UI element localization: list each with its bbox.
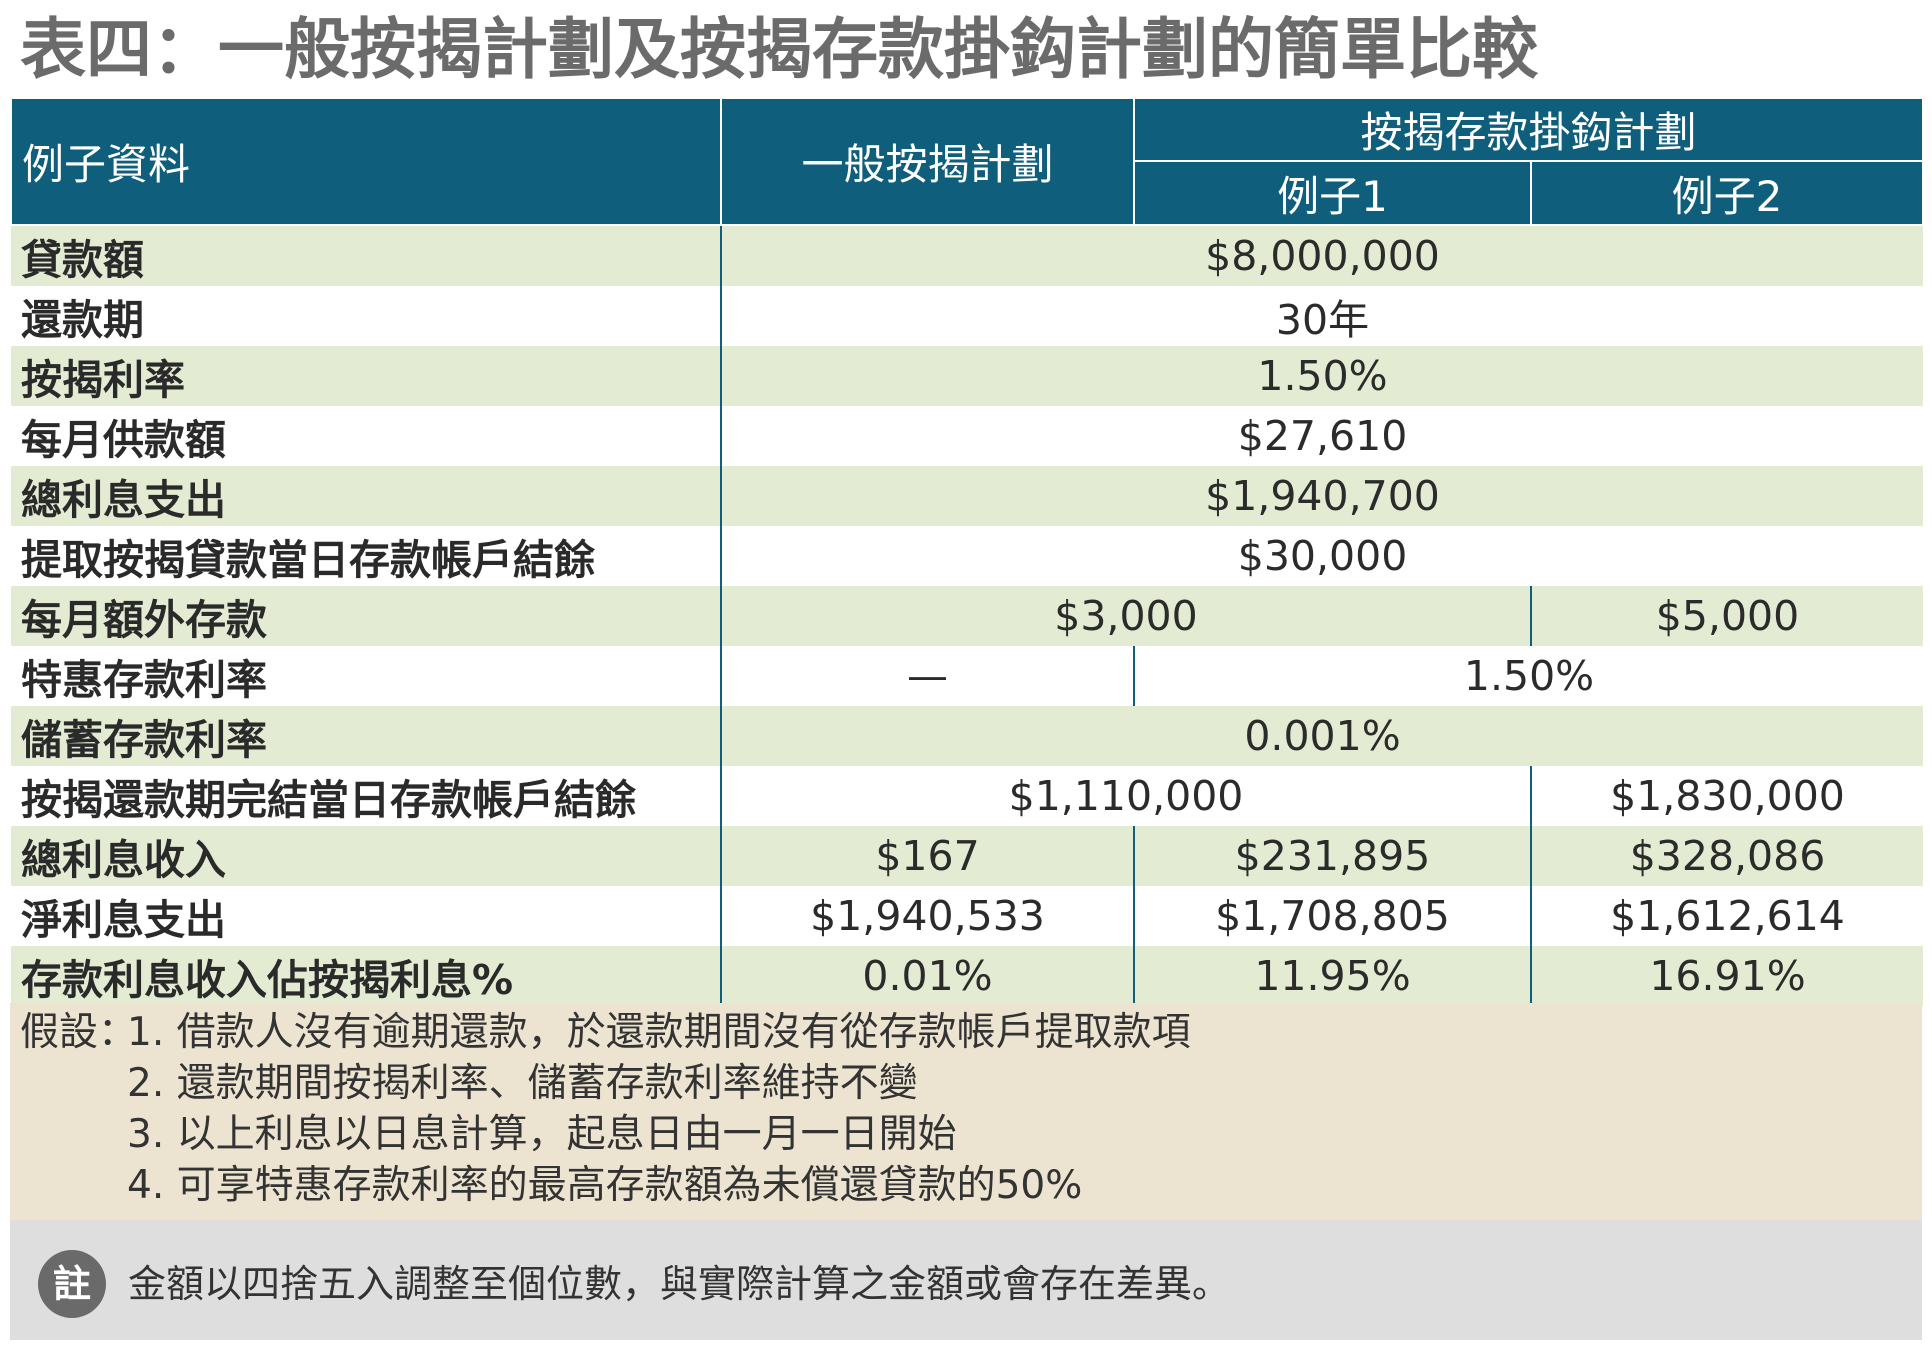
table-row: 按揭還款期完結當日存款帳戶結餘 $1,110,000 $1,830,000 xyxy=(11,766,1924,826)
assumption-line: 2. 還款期間按揭利率、儲蓄存款利率維持不變 xyxy=(20,1058,1912,1109)
table-row: 每月供款額 $27,610 xyxy=(11,406,1924,466)
row-label-repayment-period: 還款期 xyxy=(11,286,721,346)
cell-preferential-rate-general: — xyxy=(720,646,1134,706)
cell-interest-income-general: $167 xyxy=(720,826,1134,886)
assumption-line: 4. 可享特惠存款利率的最高存款額為未償還貸款的50% xyxy=(20,1160,1912,1211)
row-label-extra-monthly-deposit: 每月額外存款 xyxy=(11,586,721,646)
cell-net-expense-ex2: $1,612,614 xyxy=(1529,886,1924,946)
table-row: 提取按揭貸款當日存款帳戶結餘 $30,000 xyxy=(11,526,1924,586)
cell-interest-income-ex1: $231,895 xyxy=(1133,826,1531,886)
cell-loan-amount: $8,000,000 xyxy=(719,225,1924,286)
cell-balance-end-ex2: $1,830,000 xyxy=(1529,766,1924,826)
cell-savings-rate: 0.001% xyxy=(719,706,1924,766)
row-label-mortgage-rate: 按揭利率 xyxy=(11,346,721,406)
table-row: 特惠存款利率 — 1.50% xyxy=(11,646,1924,706)
cell-balance-at-drawdown: $30,000 xyxy=(719,526,1924,586)
footnote-box: 註 金額以四捨五入調整至個位數，與實際計算之金額或會存在差異。 xyxy=(10,1220,1922,1340)
cell-preferential-rate-linked: 1.50% xyxy=(1132,646,1924,706)
cell-interest-income-ex2: $328,086 xyxy=(1529,826,1924,886)
table-row: 還款期 30年 xyxy=(11,286,1924,346)
cell-net-expense-ex1: $1,708,805 xyxy=(1133,886,1531,946)
header-example-1: 例子1 xyxy=(1133,160,1532,226)
table-row: 總利息支出 $1,940,700 xyxy=(11,466,1924,526)
row-label-total-interest-expense: 總利息支出 xyxy=(11,466,721,526)
cell-mortgage-rate: 1.50% xyxy=(719,346,1924,406)
header-linked-plan: 按揭存款掛鈎計劃 xyxy=(1132,97,1925,162)
table-row: 總利息收入 $167 $231,895 $328,086 xyxy=(11,826,1924,886)
cell-ratio-ex2: 16.91% xyxy=(1529,946,1924,1006)
assumption-item: 2. 還款期間按揭利率、儲蓄存款利率維持不變 xyxy=(127,1061,918,1106)
row-label-balance-at-drawdown: 提取按揭貸款當日存款帳戶結餘 xyxy=(11,526,721,586)
note-badge-icon: 註 xyxy=(38,1250,106,1318)
table-row: 貸款額 $8,000,000 xyxy=(11,225,1924,286)
cell-extra-deposit-ex2: $5,000 xyxy=(1529,586,1924,646)
row-label-total-interest-income: 總利息收入 xyxy=(11,826,721,886)
assumption-item: 3. 以上利息以日息計算，起息日由一月一日開始 xyxy=(127,1112,957,1157)
cell-ratio-general: 0.01% xyxy=(720,946,1134,1006)
assumptions-box: 假設：1. 借款人沒有逾期還款，於還款期間沒有從存款帳戶提取款項 2. 還款期間… xyxy=(10,1003,1922,1220)
cell-net-expense-general: $1,940,533 xyxy=(720,886,1134,946)
row-label-monthly-payment: 每月供款額 xyxy=(11,406,721,466)
cell-balance-end-general-ex1: $1,110,000 xyxy=(720,766,1531,826)
header-example-2: 例子2 xyxy=(1529,160,1925,226)
assumption-item: 4. 可享特惠存款利率的最高存款額為未償還貸款的50% xyxy=(127,1163,1083,1208)
comparison-table: 例子資料 一般按揭計劃 按揭存款掛鈎計劃 例子1 例子2 貸款額 $8,000,… xyxy=(10,97,1925,1006)
row-label-savings-rate: 儲蓄存款利率 xyxy=(11,706,721,766)
assumption-item: 1. 借款人沒有逾期還款，於還款期間沒有從存款帳戶提取款項 xyxy=(127,1010,1191,1055)
table-row: 按揭利率 1.50% xyxy=(11,346,1924,406)
row-label-interest-income-ratio: 存款利息收入佔按揭利息% xyxy=(11,946,721,1006)
row-label-net-interest-expense: 淨利息支出 xyxy=(11,886,721,946)
cell-extra-deposit-general-ex1: $3,000 xyxy=(720,586,1531,646)
table-row: 淨利息支出 $1,940,533 $1,708,805 $1,612,614 xyxy=(11,886,1924,946)
cell-monthly-payment: $27,610 xyxy=(719,406,1924,466)
row-label-preferential-rate: 特惠存款利率 xyxy=(11,646,721,706)
cell-repayment-period: 30年 xyxy=(719,286,1924,346)
comparison-table-container: 例子資料 一般按揭計劃 按揭存款掛鈎計劃 例子1 例子2 貸款額 $8,000,… xyxy=(10,97,1925,1006)
row-label-loan-amount: 貸款額 xyxy=(11,225,721,286)
table-row: 每月額外存款 $3,000 $5,000 xyxy=(11,586,1924,646)
assumption-line: 3. 以上利息以日息計算，起息日由一月一日開始 xyxy=(20,1109,1912,1160)
header-general-plan: 一般按揭計劃 xyxy=(720,97,1135,226)
assumptions-prefix: 假設： xyxy=(20,1010,138,1055)
table-title: 表四：一般按揭計劃及按揭存款掛鈎計劃的簡單比較 xyxy=(20,11,1538,88)
cell-ratio-ex1: 11.95% xyxy=(1133,946,1531,1006)
row-label-balance-at-end: 按揭還款期完結當日存款帳戶結餘 xyxy=(11,766,721,826)
cell-total-interest-expense: $1,940,700 xyxy=(719,466,1924,526)
header-example-data: 例子資料 xyxy=(10,97,722,226)
table-row: 儲蓄存款利率 0.001% xyxy=(11,706,1924,766)
assumption-line: 假設：1. 借款人沒有逾期還款，於還款期間沒有從存款帳戶提取款項 xyxy=(20,1007,1912,1058)
table-row: 存款利息收入佔按揭利息% 0.01% 11.95% 16.91% xyxy=(11,946,1924,1006)
footnote-text: 金額以四捨五入調整至個位數，與實際計算之金額或會存在差異。 xyxy=(128,1262,1231,1306)
